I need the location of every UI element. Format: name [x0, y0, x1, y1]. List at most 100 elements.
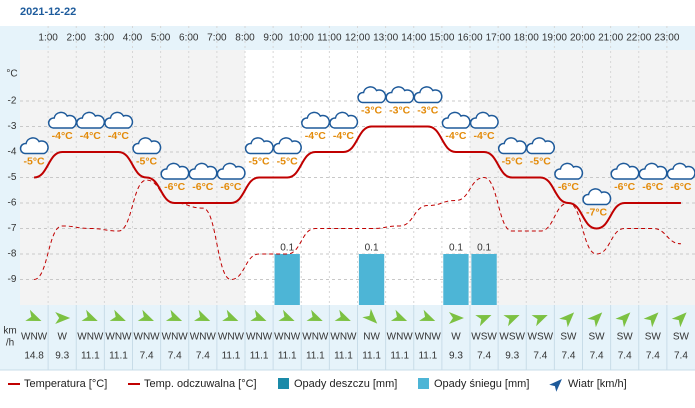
wind-direction: WNW: [21, 332, 48, 343]
wind-arrow: [531, 314, 548, 327]
wind-arrow: [81, 309, 98, 322]
weather-icon: [329, 111, 359, 129]
temp-label: -5°C: [24, 155, 46, 167]
x-tick-label: 10:00: [289, 33, 314, 44]
temp-label: -5°C: [502, 155, 524, 167]
wind-speed: 9.3: [449, 351, 463, 362]
wind-arrow: [671, 312, 687, 328]
precip-bar: [443, 254, 469, 305]
temp-label: -6°C: [220, 181, 242, 193]
wind-speed: 7.4: [196, 351, 210, 362]
x-tick-label: 2:00: [67, 33, 87, 44]
wind-arrow: [448, 312, 464, 324]
legend-swatch: [278, 378, 289, 389]
wind-direction: SW: [645, 332, 662, 343]
x-tick-label: 9:00: [263, 33, 283, 44]
wind-speed: 11.1: [418, 351, 437, 362]
y-unit: °C: [6, 69, 17, 80]
cloud: [554, 162, 584, 180]
x-tick-label: 5:00: [151, 33, 171, 44]
weather-icon: [216, 162, 246, 180]
wind-direction: WSW: [499, 332, 525, 343]
x-tick-label: 18:00: [514, 33, 539, 44]
temp-label: -3°C: [361, 104, 383, 116]
temp-label: -5°C: [136, 155, 158, 167]
wind-speed: 11.1: [109, 351, 128, 362]
temp-label: -5°C: [249, 155, 271, 167]
wind-speed: 11.1: [222, 351, 241, 362]
bar-label: 0.1: [280, 243, 294, 254]
wind-direction: SW: [589, 332, 606, 343]
bar-label: 0.1: [449, 243, 463, 254]
wind-speed: 7.4: [140, 351, 154, 362]
legend-label: Opady śniegu [mm]: [434, 378, 529, 390]
wind-direction: SW: [560, 332, 577, 343]
wind-direction: WNW: [387, 332, 414, 343]
y-tick-label: -6: [8, 198, 17, 209]
y-tick-label: -8: [8, 249, 17, 260]
x-tick-label: 3:00: [95, 33, 115, 44]
cloud: [469, 111, 499, 129]
wind-arrow: [194, 309, 211, 322]
precip-bar: [274, 254, 300, 305]
x-tick-label: 1:00: [38, 33, 58, 44]
wind-speed: 7.4: [477, 351, 491, 362]
x-tick-label: 15:00: [429, 33, 454, 44]
temp-label: -4°C: [445, 130, 467, 142]
y-tick-label: -4: [8, 147, 17, 158]
feels-like-line: [33, 176, 681, 281]
wind-speed: 7.4: [590, 351, 604, 362]
wind-direction: W: [57, 332, 67, 343]
wind-arrow: [165, 309, 183, 322]
precip-bar: [358, 254, 385, 305]
wind-unit: /h: [6, 338, 14, 349]
y-tick-label: -7: [8, 223, 17, 234]
wind-speed: 7.4: [561, 351, 575, 362]
temp-label: -6°C: [164, 181, 186, 193]
wind-direction: WNW: [190, 332, 217, 343]
precip-bar: [471, 254, 497, 305]
weather-icon: [469, 111, 499, 129]
x-tick-label: 12:00: [345, 33, 370, 44]
x-tick-label: 14:00: [401, 33, 426, 44]
legend-label: Temp. odczuwalna [°C]: [144, 378, 257, 390]
cloud: [582, 188, 612, 206]
temp-label: -6°C: [558, 181, 580, 193]
wind-speed: 11.1: [390, 351, 409, 362]
bar-label: 0.1: [477, 243, 491, 254]
wind-arrow: [306, 309, 323, 322]
y-tick-label: -2: [8, 96, 17, 107]
temp-label: -3°C: [417, 104, 439, 116]
wind-direction: WNW: [218, 332, 245, 343]
temp-label: -5°C: [530, 155, 552, 167]
wind-speed: 7.4: [674, 351, 688, 362]
date-title: 2021-12-22: [20, 6, 76, 18]
wind-speed: 11.1: [362, 351, 381, 362]
legend-swatch: [418, 378, 429, 389]
wind-speed: 7.4: [646, 351, 660, 362]
wind-direction: WNW: [162, 332, 189, 343]
x-tick-label: 19:00: [542, 33, 567, 44]
legend-label: Wiatr [km/h]: [568, 378, 627, 390]
y-tick-label: -3: [8, 121, 17, 132]
wind-direction: WNW: [77, 332, 104, 343]
wind-direction: SW: [673, 332, 690, 343]
temp-label: -5°C: [277, 155, 299, 167]
wind-arrow: [615, 312, 631, 328]
legend-wind-icon: [549, 379, 562, 392]
weather-icon: [132, 137, 162, 155]
y-tick-label: -9: [8, 274, 17, 285]
cloud: [216, 162, 246, 180]
x-tick-label: 20:00: [570, 33, 595, 44]
wind-speed: 9.3: [55, 351, 69, 362]
x-tick-label: 17:00: [486, 33, 511, 44]
temp-label: -6°C: [614, 181, 636, 193]
wind-direction: NW: [363, 332, 380, 343]
wind-direction: WNW: [274, 332, 301, 343]
wind-speed: 9.3: [505, 351, 519, 362]
wind-arrow: [643, 312, 659, 328]
wind-direction: SW: [617, 332, 634, 343]
x-tick-label: 22:00: [626, 33, 651, 44]
wind-unit: km: [3, 326, 16, 337]
